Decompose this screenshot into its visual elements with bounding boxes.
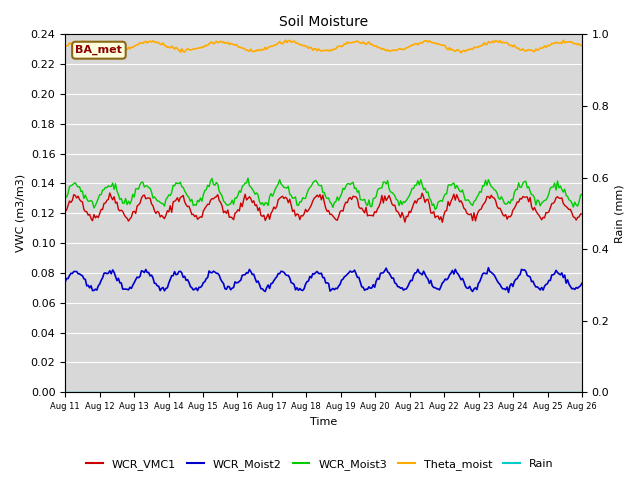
WCR_Moist3 [215, 188, 223, 194]
Rain [287, 389, 295, 395]
Theta_moist [289, 39, 296, 45]
Legend: WCR_VMC1, WCR_Moist2, WCR_Moist3, Theta_moist, Rain: WCR_VMC1, WCR_Moist2, WCR_Moist3, Theta_… [82, 455, 558, 474]
Line: Theta_moist: Theta_moist [65, 40, 582, 53]
WCR_Moist2 [578, 280, 586, 286]
Rain [241, 389, 249, 395]
WCR_VMC1 [234, 207, 242, 213]
Title: Soil Moisture: Soil Moisture [279, 15, 368, 29]
WCR_Moist3 [232, 195, 240, 201]
Line: WCR_VMC1: WCR_VMC1 [65, 193, 582, 222]
WCR_Moist2 [125, 287, 132, 293]
Theta_moist [232, 42, 240, 48]
WCR_Moist2 [232, 280, 240, 286]
Y-axis label: VWC (m3/m3): VWC (m3/m3) [15, 174, 25, 252]
WCR_Moist2 [552, 267, 560, 273]
WCR_Moist3 [552, 187, 560, 193]
Line: WCR_Moist2: WCR_Moist2 [65, 268, 582, 292]
Theta_moist [282, 37, 289, 43]
Rain [232, 389, 240, 395]
WCR_Moist2 [241, 272, 249, 277]
Theta_moist [578, 43, 586, 48]
WCR_VMC1 [552, 195, 560, 201]
WCR_Moist3 [289, 195, 296, 201]
WCR_VMC1 [243, 197, 250, 203]
WCR_Moist2 [484, 265, 492, 271]
Y-axis label: Rain (mm): Rain (mm) [615, 184, 625, 243]
WCR_Moist2 [505, 289, 513, 295]
WCR_Moist3 [125, 198, 132, 204]
WCR_VMC1 [126, 216, 134, 222]
WCR_VMC1 [438, 219, 446, 225]
WCR_Moist3 [244, 175, 252, 181]
Rain [61, 389, 69, 395]
WCR_Moist2 [215, 272, 223, 278]
WCR_Moist3 [241, 180, 249, 186]
WCR_Moist3 [431, 206, 439, 212]
WCR_VMC1 [289, 209, 296, 215]
Line: WCR_Moist3: WCR_Moist3 [65, 178, 582, 209]
Rain [549, 389, 557, 395]
Rain [215, 389, 223, 395]
Theta_moist [241, 46, 249, 52]
Theta_moist [457, 50, 465, 56]
Theta_moist [61, 44, 69, 49]
Rain [125, 389, 132, 395]
WCR_VMC1 [578, 211, 586, 217]
WCR_Moist2 [61, 279, 69, 285]
WCR_Moist2 [287, 280, 295, 286]
WCR_Moist3 [578, 191, 586, 197]
Rain [578, 389, 586, 395]
Theta_moist [125, 44, 132, 50]
Theta_moist [552, 39, 560, 45]
Text: BA_met: BA_met [76, 45, 122, 55]
WCR_Moist3 [61, 192, 69, 198]
WCR_VMC1 [61, 208, 69, 214]
Theta_moist [215, 39, 223, 45]
WCR_VMC1 [106, 190, 114, 196]
X-axis label: Time: Time [310, 417, 337, 427]
WCR_VMC1 [217, 200, 225, 205]
